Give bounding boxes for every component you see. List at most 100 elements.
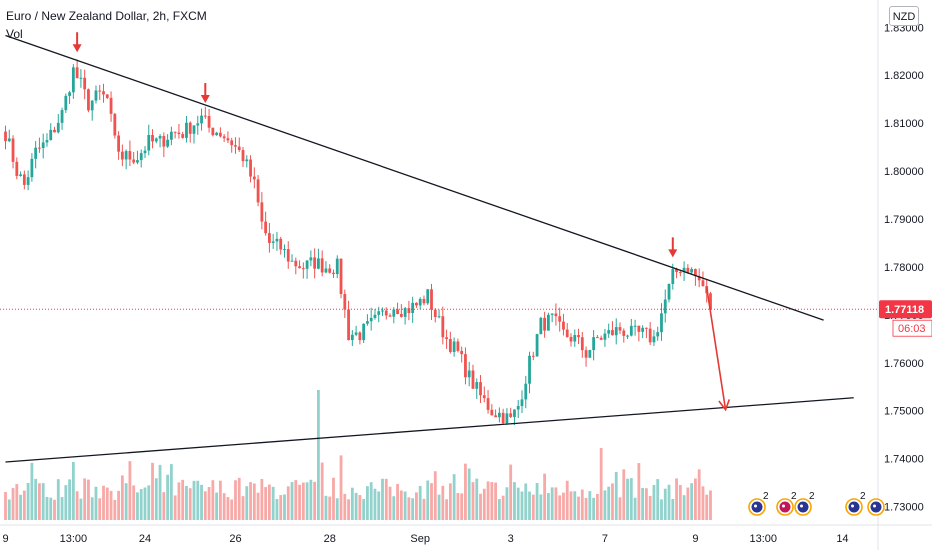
volume-bar [38,483,41,520]
candle-body [105,94,109,98]
candle-body [709,293,712,310]
volume-bar [690,483,694,520]
projection-arrow-head [718,399,731,412]
volume-bar [324,495,328,520]
projection-arrow [705,287,727,410]
candle-body [328,268,332,273]
volume-bar [441,485,445,520]
volume-bar [490,482,494,520]
candle-body [667,283,671,300]
volume-bar [271,486,275,520]
volume-bar [513,482,516,520]
candle-body [622,330,626,336]
candle-body [211,127,215,136]
candle-body [464,354,467,378]
volume-bar [663,488,667,520]
volume-bar [15,484,19,520]
candle-body [452,341,456,352]
volume-bar [505,487,509,520]
candle-body [577,335,580,338]
candle-body [535,334,539,357]
volume-bar [218,480,222,520]
candle-body [234,145,237,147]
economic-event-icon[interactable]: 2 [776,491,797,516]
currency-button[interactable]: NZD [889,6,919,26]
economic-event-icon[interactable]: 2 [794,491,815,516]
volume-bar [407,497,411,520]
candle-body [230,140,234,146]
candle-body [595,337,599,339]
volume-bar [622,469,626,520]
volume-bar [139,489,143,520]
trend-line [5,34,824,321]
candle-body [448,339,452,352]
candle-body [660,313,663,333]
volume-bar [286,486,290,520]
volume-bar [686,487,690,520]
volume-bar [418,485,422,520]
volume-bar [675,478,678,520]
volume-bar [245,486,249,520]
volume-bar [132,485,136,520]
candle-body [49,129,53,141]
symbol-title: Euro / New Zealand Dollar, 2h, FXCM [6,9,207,23]
candle-body [113,113,117,136]
economic-event-icon[interactable]: 2 [748,491,769,516]
candle-body [332,272,335,275]
volume-bar [4,492,7,520]
last-price-label-bg [879,300,932,319]
volume-bar [645,488,648,520]
volume-bar [452,474,456,520]
candle-body [543,317,547,331]
candle-body [313,257,317,269]
candle-body [286,249,290,262]
event-count: 2 [809,491,815,502]
candle-body [430,289,433,310]
candle-body [384,310,388,316]
candle-body [215,132,219,136]
volume-bar [701,486,705,520]
volume-bar [558,495,562,520]
candle-body [117,135,120,152]
economic-event-icon[interactable] [867,498,885,516]
candle-body [79,77,83,79]
candle-body [573,335,577,342]
volume-bar [565,480,569,520]
candle-body [479,382,482,396]
y-tick-label: 1.83000 [884,22,924,34]
candle-body [94,90,98,101]
volume-bar [298,484,301,520]
volume-bar [222,493,226,520]
candle-body [381,310,384,312]
candle-body [603,333,607,340]
candle-body [68,92,71,96]
candle-body [147,135,151,151]
volume-bar [678,485,682,520]
candle-body [249,159,252,177]
candle-body [4,131,7,142]
candle-body [396,309,399,314]
candle-body [53,129,56,133]
candle-body [30,158,34,178]
volume-bar [629,478,633,520]
candle-body [218,132,222,137]
volume-bar [173,495,177,520]
candle-body [388,315,392,317]
candle-body [626,335,629,337]
candle-body [418,298,422,306]
volume-bar [411,498,415,520]
candle-body [203,115,207,117]
volume-bar [362,499,366,520]
volume-bar [618,497,622,520]
candle-body [558,316,562,322]
candle-body [426,289,430,304]
candle-body [407,308,411,313]
candle-body [185,122,188,138]
candle-body [350,334,354,341]
candle-body [143,150,147,154]
volume-bar [403,491,407,520]
volume-bar [151,462,154,520]
economic-event-icon[interactable]: 2 [845,491,866,516]
volume-bar [113,499,117,520]
